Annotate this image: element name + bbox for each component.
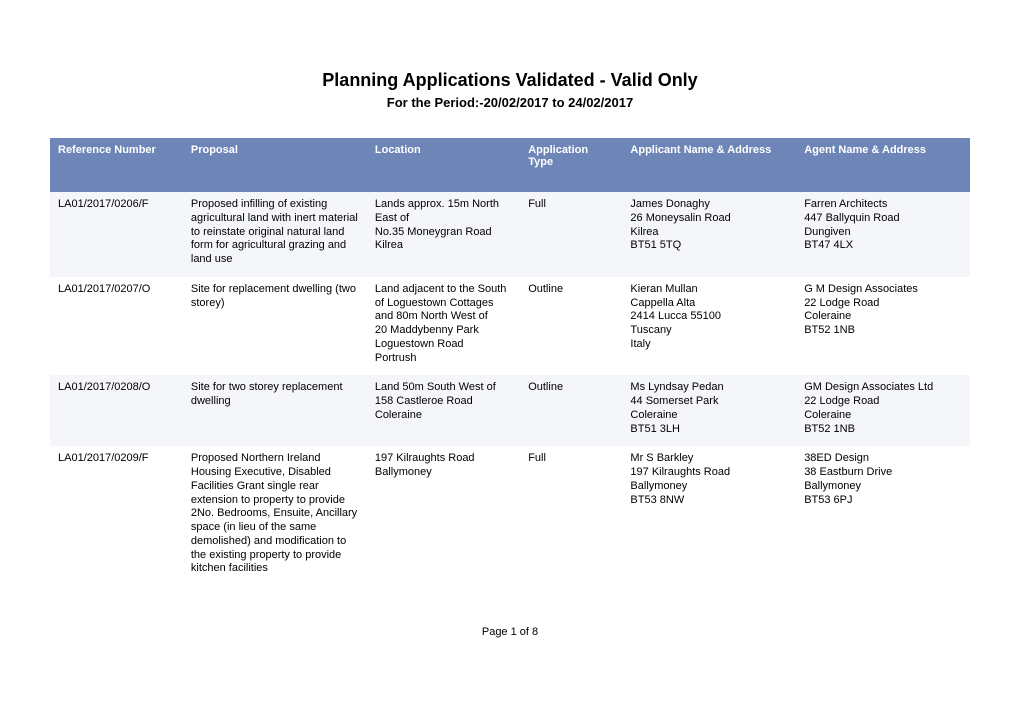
table-row: LA01/2017/0208/O Site for two storey rep… (50, 375, 970, 446)
table-row: LA01/2017/0209/F Proposed Northern Irela… (50, 446, 970, 586)
cell-agent: G M Design Associates 22 Lodge Road Cole… (796, 277, 970, 376)
cell-proposal: Proposed Northern Ireland Housing Execut… (183, 446, 367, 586)
cell-reference: LA01/2017/0208/O (50, 375, 183, 446)
applications-table: Reference Number Proposal Location Appli… (50, 138, 970, 586)
col-application-type: Application Type (520, 138, 622, 192)
cell-reference: LA01/2017/0207/O (50, 277, 183, 376)
col-proposal: Proposal (183, 138, 367, 192)
col-reference: Reference Number (50, 138, 183, 192)
cell-location: Lands approx. 15m North East of No.35 Mo… (367, 192, 520, 277)
page-footer: Page 1 of 8 (50, 626, 970, 638)
cell-location: 197 Kilraughts Road Ballymoney (367, 446, 520, 586)
cell-reference: LA01/2017/0209/F (50, 446, 183, 586)
cell-proposal: Site for replacement dwelling (two store… (183, 277, 367, 376)
cell-type: Full (520, 446, 622, 586)
table-row: LA01/2017/0207/O Site for replacement dw… (50, 277, 970, 376)
cell-proposal: Proposed infilling of existing agricultu… (183, 192, 367, 277)
cell-type: Outline (520, 277, 622, 376)
cell-applicant: Kieran Mullan Cappella Alta 2414 Lucca 5… (622, 277, 796, 376)
table-row: LA01/2017/0206/F Proposed infilling of e… (50, 192, 970, 277)
col-location: Location (367, 138, 520, 192)
cell-type: Outline (520, 375, 622, 446)
table-header-row: Reference Number Proposal Location Appli… (50, 138, 970, 192)
cell-location: Land adjacent to the South of Loguestown… (367, 277, 520, 376)
cell-location: Land 50m South West of 158 Castleroe Roa… (367, 375, 520, 446)
cell-applicant: Mr S Barkley 197 Kilraughts Road Ballymo… (622, 446, 796, 586)
cell-agent: GM Design Associates Ltd 22 Lodge Road C… (796, 375, 970, 446)
cell-agent: 38ED Design 38 Eastburn Drive Ballymoney… (796, 446, 970, 586)
cell-applicant: James Donaghy 26 Moneysalin Road Kilrea … (622, 192, 796, 277)
cell-applicant: Ms Lyndsay Pedan 44 Somerset Park Colera… (622, 375, 796, 446)
page-title: Planning Applications Validated - Valid … (50, 70, 970, 91)
cell-proposal: Site for two storey replacement dwelling (183, 375, 367, 446)
cell-reference: LA01/2017/0206/F (50, 192, 183, 277)
col-applicant: Applicant Name & Address (622, 138, 796, 192)
page-subtitle: For the Period:-20/02/2017 to 24/02/2017 (50, 95, 970, 110)
col-agent: Agent Name & Address (796, 138, 970, 192)
cell-agent: Farren Architects 447 Ballyquin Road Dun… (796, 192, 970, 277)
cell-type: Full (520, 192, 622, 277)
